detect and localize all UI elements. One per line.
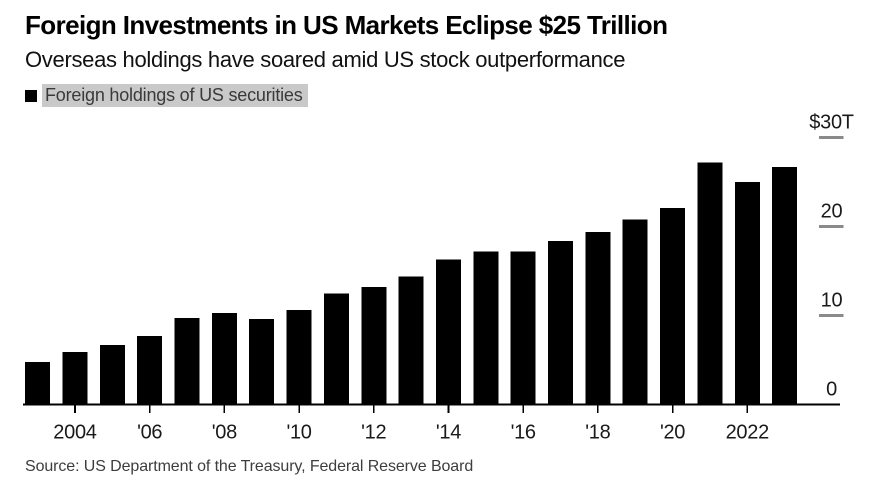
y-tick-label: 20 [821, 201, 843, 223]
bar-2009 [249, 319, 275, 405]
bar-2012 [361, 287, 387, 405]
legend-swatch-icon [25, 89, 37, 102]
x-tick-label: '08 [212, 422, 237, 444]
x-tick-label: 2004 [53, 422, 96, 444]
legend: Foreign holdings of US securities [25, 84, 308, 107]
bar-2022 [734, 182, 760, 405]
bar-2018 [585, 231, 611, 405]
y-tick-label: $30T [809, 112, 853, 134]
bar-2005 [99, 344, 125, 405]
y-tick-label: 10 [821, 290, 843, 312]
bar-2003 [25, 361, 51, 405]
bar-2017 [548, 240, 573, 405]
bar-2021 [697, 162, 723, 405]
x-tick-label: '06 [137, 422, 162, 444]
x-tick-label: '16 [511, 422, 536, 444]
chart-subtitle: Overseas holdings have soared amid US st… [25, 47, 626, 72]
x-tick-label: '20 [660, 422, 685, 444]
x-tick-label: 2022 [726, 422, 769, 444]
bar-2023 [772, 167, 798, 405]
bar-2014 [435, 259, 461, 405]
y-tick-label: 0 [826, 379, 837, 401]
bar-2006 [137, 336, 163, 405]
bar-2019 [622, 219, 648, 405]
bar-2007 [174, 318, 200, 405]
x-tick-label: '14 [436, 422, 461, 444]
bar-2004 [62, 352, 88, 405]
bar-2016 [510, 251, 536, 405]
bar-2008 [211, 312, 237, 405]
legend-label: Foreign holdings of US securities [42, 84, 308, 107]
bar-2013 [398, 276, 424, 405]
chart-title: Foreign Investments in US Markets Eclips… [25, 10, 668, 40]
bar-2010 [286, 310, 312, 405]
bar-2020 [660, 207, 686, 405]
bar-2015 [473, 251, 499, 405]
source-attribution: Source: US Department of the Treasury, F… [25, 458, 474, 475]
bar-2011 [323, 293, 349, 405]
x-tick-label: '10 [286, 422, 311, 444]
x-tick-label: '18 [585, 422, 610, 444]
x-tick-label: '12 [361, 422, 386, 444]
